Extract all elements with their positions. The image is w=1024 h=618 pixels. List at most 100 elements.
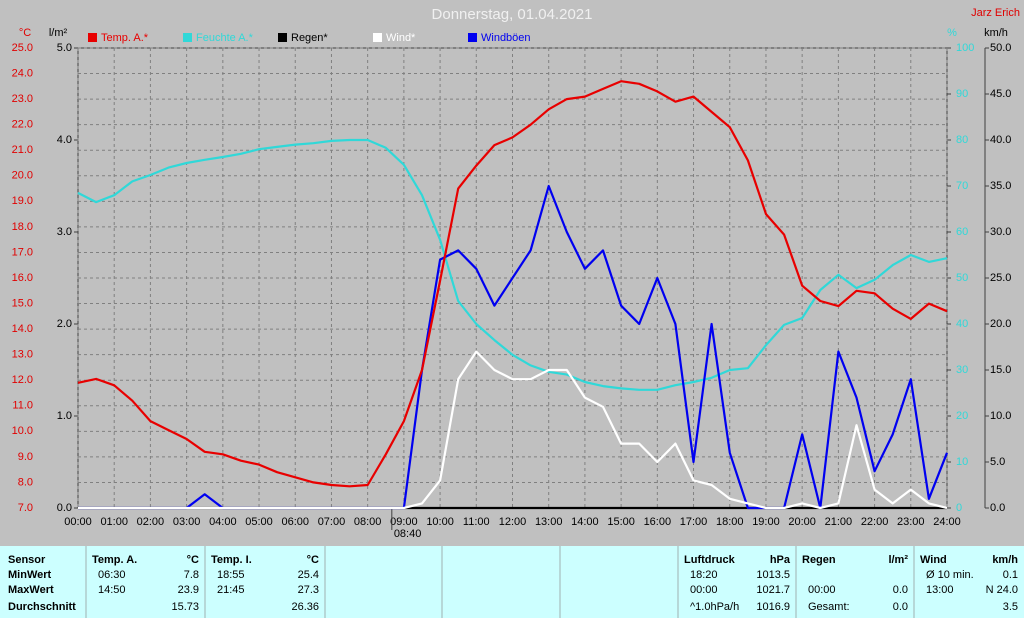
table-header: Temp. I. (211, 554, 252, 566)
y-tick-label: 20.0 (12, 170, 33, 182)
series-line (77, 80, 948, 488)
table-header: Temp. A. (92, 554, 137, 566)
table-background (0, 546, 1024, 618)
author: Jarz Erich (971, 7, 1020, 19)
x-tick-label: 20:00 (788, 516, 816, 528)
table-header: Regen (802, 554, 836, 566)
table-cell: 23.9 (178, 584, 199, 596)
table-header-unit: °C (187, 554, 199, 566)
table-header-unit: l/m² (888, 554, 908, 566)
y-tick-label: 18.0 (12, 221, 33, 233)
y-tick-label: 9.0 (18, 451, 33, 463)
table-header-unit: km/h (992, 554, 1018, 566)
x-tick-label: 14:00 (571, 516, 599, 528)
table-cell: 0.1 (1003, 569, 1018, 581)
legend-label: Temp. A.* (101, 32, 149, 44)
table-cell: 7.8 (184, 569, 199, 581)
y4-tick-label: 0.0 (57, 502, 72, 514)
y3-tick-label: 10.0 (990, 410, 1011, 422)
legend-label: Feuchte A.* (196, 32, 254, 44)
table-cell: 15.73 (171, 601, 199, 613)
y-tick-label: 8.0 (18, 476, 33, 488)
x-tick-label: 08:00 (354, 516, 382, 528)
y-tick-label: 11.0 (12, 400, 33, 412)
table-row-label: MinWert (8, 569, 52, 581)
y-tick-label: 17.0 (12, 246, 33, 258)
y4-tick-label: 4.0 (57, 134, 72, 146)
y-tick-label: 14.0 (12, 323, 33, 335)
x-tick-label: 06:00 (281, 516, 309, 528)
y2-tick-label: 20 (956, 410, 968, 422)
table-cell: Ø 10 min. (926, 569, 974, 581)
legend-swatch (373, 33, 382, 42)
legend-swatch (183, 33, 192, 42)
table-cell: 0.0 (893, 584, 908, 596)
legend-swatch (468, 33, 477, 42)
y2-unit: % (947, 27, 957, 39)
x-tick-label: 18:00 (716, 516, 744, 528)
x-tick-label: 07:00 (318, 516, 346, 528)
y-tick-label: 13.0 (12, 349, 33, 361)
y2-tick-label: 90 (956, 88, 968, 100)
table-cell: 1016.9 (756, 601, 790, 613)
y2-tick-label: 50 (956, 272, 968, 284)
table-cell: N 24.0 (986, 584, 1018, 596)
legend-label: Windböen (481, 32, 531, 44)
y3-tick-label: 20.0 (990, 318, 1011, 330)
y3-tick-label: 5.0 (990, 456, 1005, 468)
x-tick-label: 00:00 (64, 516, 92, 528)
y-tick-label: 12.0 (12, 374, 33, 386)
table-cell: 0.0 (893, 601, 908, 613)
x-tick-label: 05:00 (245, 516, 273, 528)
table-header: Sensor (8, 554, 46, 566)
x-tick-label: 04:00 (209, 516, 237, 528)
table-cell: 00:00 (690, 584, 718, 596)
y2-tick-label: 10 (956, 456, 968, 468)
table-cell: 14:50 (98, 584, 126, 596)
y3-tick-label: 25.0 (990, 272, 1011, 284)
x-tick-label: 10:00 (426, 516, 454, 528)
table-cell: 18:20 (690, 569, 718, 581)
y3-tick-label: 35.0 (990, 180, 1011, 192)
y3-tick-label: 15.0 (990, 364, 1011, 376)
chart-title: Donnerstag, 01.04.2021 (432, 6, 593, 23)
y-tick-label: 10.0 (12, 425, 33, 437)
y-tick-label: 24.0 (12, 67, 33, 79)
table-cell: 1021.7 (756, 584, 790, 596)
x-tick-label: 12:00 (499, 516, 527, 528)
legend-label: Regen* (291, 32, 328, 44)
x-tick-label: 03:00 (173, 516, 201, 528)
table-header-unit: °C (307, 554, 319, 566)
y-tick-label: 19.0 (12, 195, 33, 207)
table-header-unit: hPa (770, 554, 791, 566)
table-cell: ^1.0hPa/h (690, 601, 739, 613)
marker-label: 08:40 (394, 528, 422, 540)
series-line (78, 350, 948, 510)
y-tick-label: 22.0 (12, 119, 33, 131)
y4-tick-label: 2.0 (57, 318, 72, 330)
y3-tick-label: 0.0 (990, 502, 1005, 514)
y-unit: °C (19, 27, 31, 39)
y3-tick-label: 30.0 (990, 226, 1011, 238)
x-tick-label: 15:00 (607, 516, 635, 528)
y3-tick-label: 40.0 (990, 134, 1011, 146)
y2-tick-label: 100 (956, 42, 974, 54)
y2-tick-label: 70 (956, 180, 968, 192)
y3-tick-label: 50.0 (990, 42, 1011, 54)
table-row-label: Durchschnitt (8, 601, 76, 613)
x-tick-label: 23:00 (897, 516, 925, 528)
y-tick-label: 21.0 (12, 144, 33, 156)
table-row-label: MaxWert (8, 584, 54, 596)
y3-unit: km/h (984, 27, 1008, 39)
table-cell: 25.4 (298, 569, 319, 581)
table-cell: 18:55 (217, 569, 245, 581)
x-tick-label: 16:00 (644, 516, 672, 528)
table-header: Luftdruck (684, 554, 736, 566)
table-cell: 3.5 (1003, 601, 1018, 613)
y2-tick-label: 80 (956, 134, 968, 146)
x-tick-label: 19:00 (752, 516, 780, 528)
x-tick-label: 24:00 (933, 516, 961, 528)
legend-swatch (278, 33, 287, 42)
y-tick-label: 23.0 (12, 93, 33, 105)
